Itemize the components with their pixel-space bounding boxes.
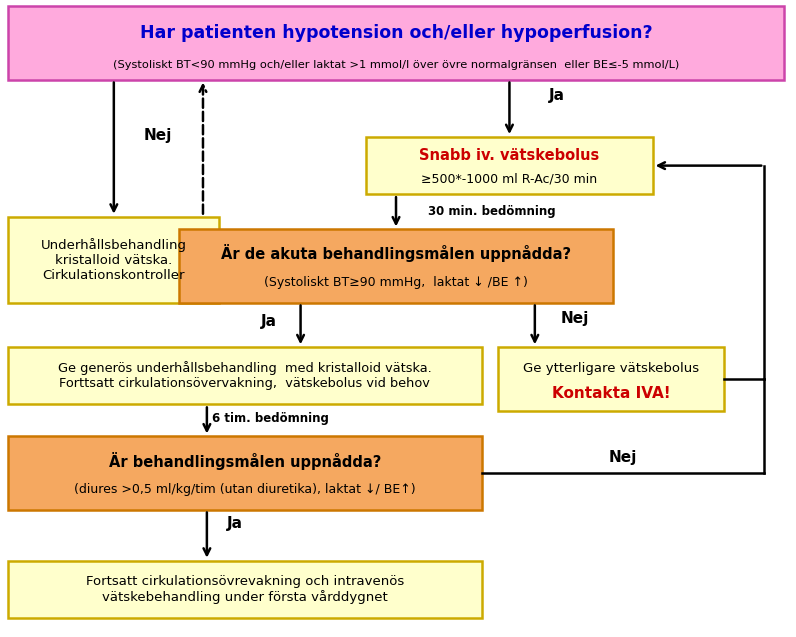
Text: 6 tim. bedömning: 6 tim. bedömning — [212, 412, 329, 425]
Text: Har patienten hypotension och/eller hypoperfusion?: Har patienten hypotension och/eller hypo… — [140, 24, 653, 42]
FancyBboxPatch shape — [8, 6, 784, 80]
FancyBboxPatch shape — [8, 561, 482, 618]
Text: Nej: Nej — [560, 311, 589, 326]
Text: Nej: Nej — [609, 450, 637, 464]
FancyBboxPatch shape — [179, 229, 613, 303]
Text: Är behandlingsmålen uppnådda?: Är behandlingsmålen uppnådda? — [108, 452, 381, 469]
FancyBboxPatch shape — [8, 436, 482, 510]
Text: Ja: Ja — [261, 314, 277, 329]
Text: Fortsatt cirkulationsövrevakning och intravenös
vätskebehandling under första vå: Fortsatt cirkulationsövrevakning och int… — [86, 575, 404, 604]
Text: ≥500*-1000 ml R-Ac/30 min: ≥500*-1000 ml R-Ac/30 min — [421, 172, 598, 185]
Text: (Systoliskt BT≥90 mmHg,  laktat ↓ /BE ↑): (Systoliskt BT≥90 mmHg, laktat ↓ /BE ↑) — [264, 276, 528, 289]
FancyBboxPatch shape — [8, 347, 482, 404]
FancyBboxPatch shape — [498, 347, 724, 411]
Text: (Systoliskt BT<90 mmHg och/eller laktat >1 mmol/l över övre normalgränsen  eller: (Systoliskt BT<90 mmHg och/eller laktat … — [113, 60, 680, 70]
Text: Ge ytterligare vätskebolus: Ge ytterligare vätskebolus — [523, 362, 699, 375]
Text: Ge generös underhållsbehandling  med kristalloid vätska.
Forttsatt cirkulationsö: Ge generös underhållsbehandling med kris… — [58, 361, 431, 390]
Text: Underhållsbehandling
kristalloid vätska.
Cirkulationskontroller: Underhållsbehandling kristalloid vätska.… — [41, 238, 186, 282]
Text: 30 min. bedömning: 30 min. bedömning — [427, 205, 556, 218]
FancyBboxPatch shape — [8, 217, 219, 303]
Text: Ja: Ja — [227, 516, 243, 531]
Text: Kontakta IVA!: Kontakta IVA! — [552, 386, 670, 401]
Text: Nej: Nej — [143, 128, 172, 143]
Text: Är de akuta behandlingsmålen uppnådda?: Är de akuta behandlingsmålen uppnådda? — [221, 245, 571, 262]
Text: Snabb iv. vätskebolus: Snabb iv. vätskebolus — [419, 148, 599, 163]
Text: Ja: Ja — [549, 88, 565, 103]
Text: (diures >0,5 ml/kg/tim (utan diuretika), laktat ↓/ BE↑): (diures >0,5 ml/kg/tim (utan diuretika),… — [74, 483, 416, 496]
FancyBboxPatch shape — [366, 137, 653, 194]
